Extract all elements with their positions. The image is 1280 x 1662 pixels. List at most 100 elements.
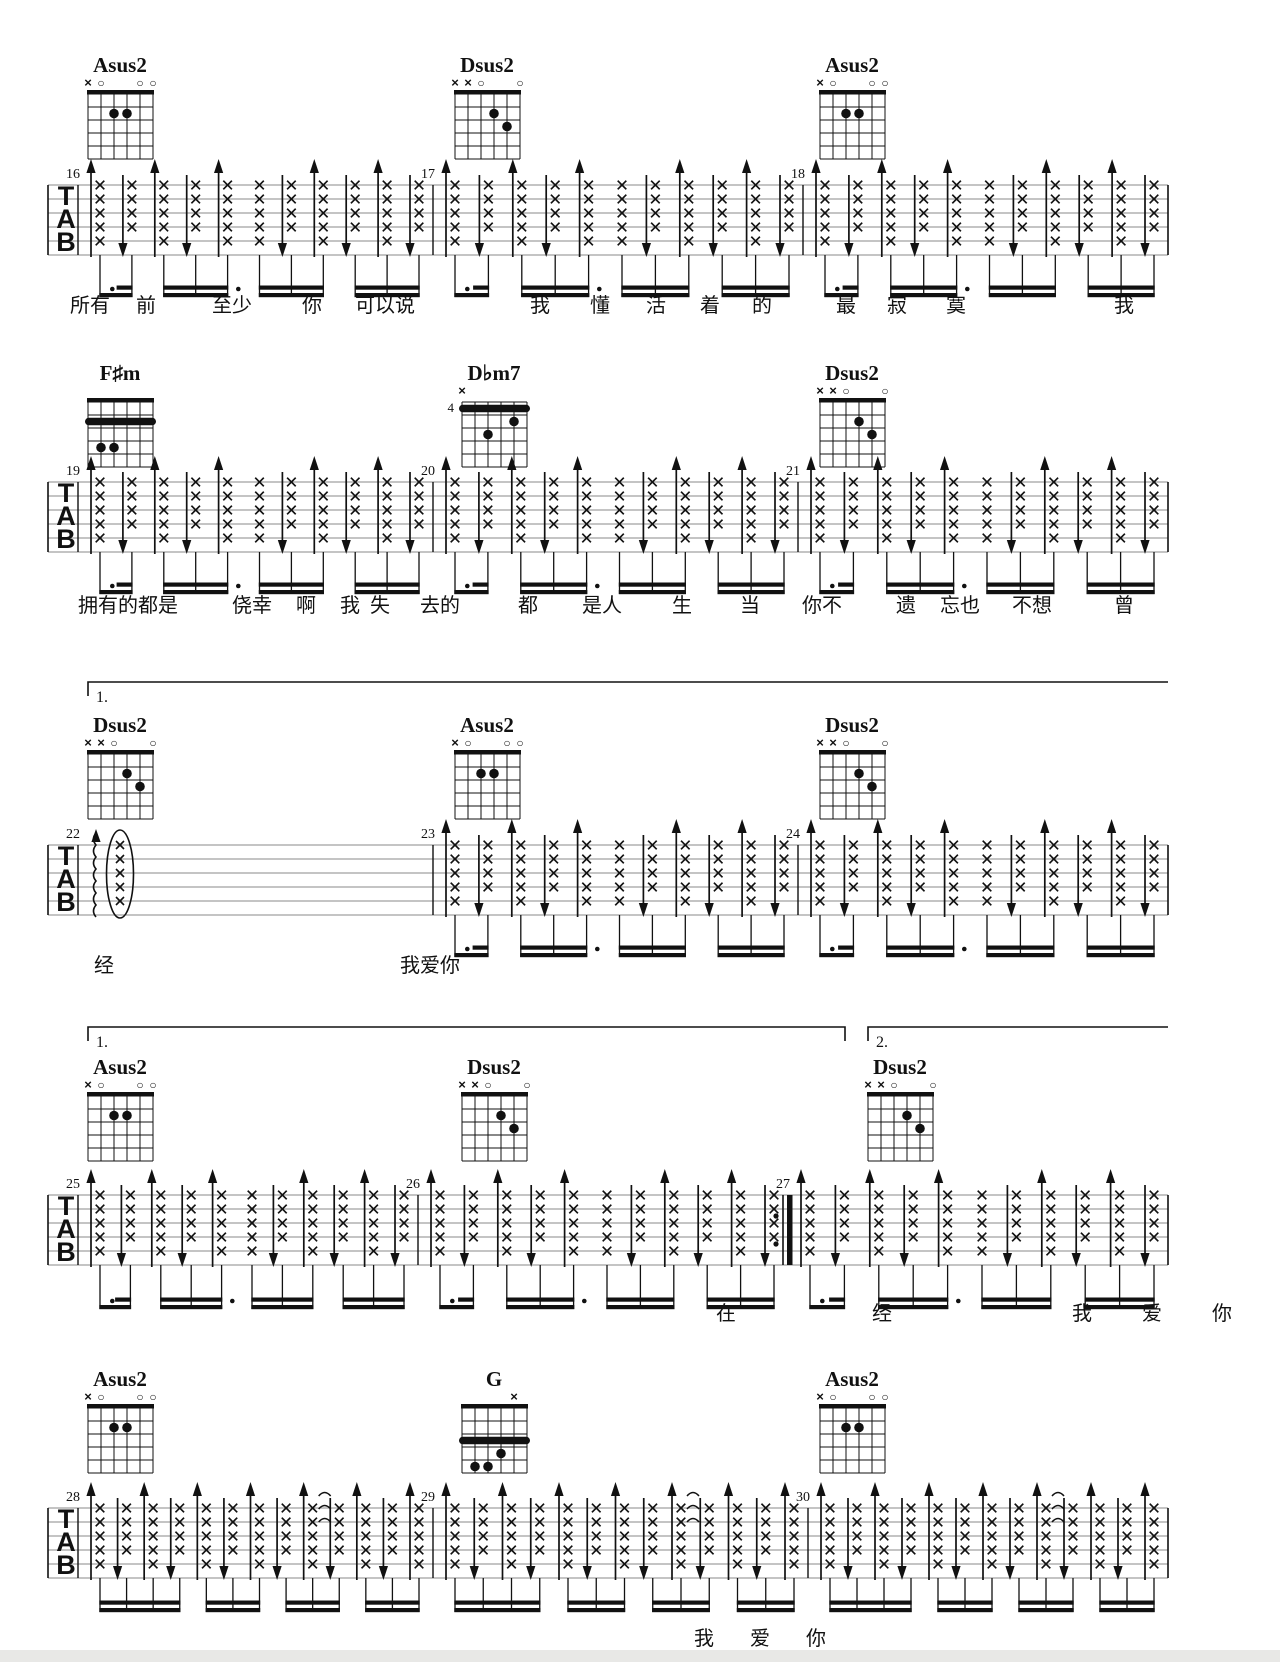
strum-event [441, 159, 460, 297]
strum-down-arrowhead [277, 243, 287, 257]
strum-down-arrowhead [1059, 1566, 1069, 1580]
measure-number: 27 [776, 1177, 790, 1192]
open-string-marker: ○ [110, 736, 117, 750]
strum-x-column [873, 1190, 884, 1256]
strum-down-arrowhead [1113, 1566, 1123, 1580]
strum-down-arrowhead [541, 243, 551, 257]
beam-secondary [258, 285, 324, 290]
lyric-syllable: 我爱你 [400, 954, 460, 977]
strum-x-column [1149, 840, 1159, 892]
strum-down-arrowhead [277, 540, 287, 554]
strum-x-column [1095, 1503, 1105, 1569]
beam-primary [717, 953, 785, 958]
strum-x-column [121, 1503, 132, 1555]
strum-event [816, 1482, 835, 1612]
lyric-syllable: 爱 [750, 1627, 770, 1650]
beam-primary [163, 590, 229, 595]
tab-clef-letter: T [58, 1191, 75, 1221]
strum-event [526, 1498, 545, 1612]
strum-x-column [501, 1190, 512, 1256]
finger-dot [122, 108, 132, 119]
strum-x-column [683, 180, 694, 246]
chord-nut [867, 1092, 934, 1097]
tab-clef-letter: T [58, 1504, 75, 1534]
tab-clef-letter: A [56, 1527, 76, 1557]
strum-event [560, 1169, 579, 1309]
beam-secondary [251, 1297, 314, 1302]
strum-x-column [515, 477, 526, 543]
strum-x-column [1050, 180, 1061, 246]
strum-event [638, 472, 658, 594]
strum-x-column [839, 1190, 850, 1242]
strum-x-column [1149, 1503, 1159, 1569]
strum-event [897, 1498, 916, 1612]
strum-up-arrowhead [811, 159, 821, 173]
strum-up-arrowhead [426, 1169, 436, 1183]
strum-event [247, 1190, 257, 1309]
strum-event [277, 472, 297, 594]
strum-event [1113, 1498, 1132, 1612]
strum-x-column [286, 477, 297, 529]
rhythm-dot [465, 946, 470, 952]
beam-primary [819, 590, 855, 595]
tab-clef-letter: B [56, 524, 76, 554]
strum-down-arrowhead [1071, 1253, 1081, 1267]
strum-x-column [360, 1503, 371, 1569]
muted-string-marker: × [510, 1389, 518, 1404]
strum-down-arrowhead [182, 540, 192, 554]
open-string-marker: ○ [464, 736, 471, 750]
system-1: TABAsus2× ○ ○ ○Dsus2× × ○ ○Asus2× ○ ○ ○16 17 18所有前至… [47, 53, 1169, 317]
strum-event [575, 159, 594, 297]
tab-clef-letter: T [58, 478, 75, 508]
strum-down-arrowhead [219, 1566, 229, 1580]
strum-event [540, 472, 559, 594]
volta-line [87, 1026, 846, 1041]
strum-event [573, 456, 592, 594]
beam-primary [988, 293, 1056, 298]
chord-name: D♭m7 [467, 361, 520, 385]
strum-x-column [247, 1190, 257, 1256]
strum-x-column [318, 477, 329, 543]
strum-up-arrowhead [1040, 456, 1050, 470]
strum-event [695, 1498, 715, 1612]
finger-dot [489, 108, 499, 119]
beam-primary [824, 293, 859, 298]
strum-x-column [1115, 840, 1126, 906]
strum-x-column [769, 1190, 779, 1242]
strum-down-arrowhead [704, 903, 714, 917]
strum-event [1107, 159, 1127, 297]
strum-up-arrowhead [671, 456, 681, 470]
finger-dot [841, 1422, 851, 1433]
strum-up-arrowhead [192, 1482, 202, 1496]
strum-event [373, 159, 393, 297]
open-string-marker: ○ [136, 1078, 143, 1092]
strum-event [1032, 1482, 1065, 1612]
strum-down-arrowhead [638, 540, 648, 554]
strum-x-column [918, 180, 929, 232]
strum-up-arrowhead [147, 1169, 157, 1183]
tie-arc [1051, 1504, 1065, 1510]
strum-event [245, 1482, 265, 1612]
strum-x-column [148, 1503, 159, 1569]
beam-secondary [354, 582, 420, 587]
strum-up-arrowhead [86, 1169, 96, 1183]
beam-secondary [354, 285, 420, 290]
strum-event [873, 819, 892, 957]
beam-secondary [986, 582, 1055, 587]
beam-primary [258, 293, 324, 298]
muted-string-marker: × [829, 383, 837, 398]
strum-x-column [254, 477, 265, 543]
strum-x-column [368, 1190, 379, 1256]
strum-event [1140, 835, 1159, 957]
strum-up-arrowhead [1040, 819, 1050, 833]
strum-x-column [550, 180, 561, 232]
beam-secondary [520, 945, 588, 950]
strum-down-arrowhead [341, 540, 351, 554]
rhythm-dot [830, 583, 835, 589]
strum-x-column [216, 1190, 227, 1256]
rhythm-dot [595, 946, 600, 952]
strum-x-column [1048, 840, 1059, 906]
strum-event [877, 159, 896, 297]
measure-number: 17 [421, 167, 435, 182]
strum-down-arrowhead [910, 243, 920, 257]
